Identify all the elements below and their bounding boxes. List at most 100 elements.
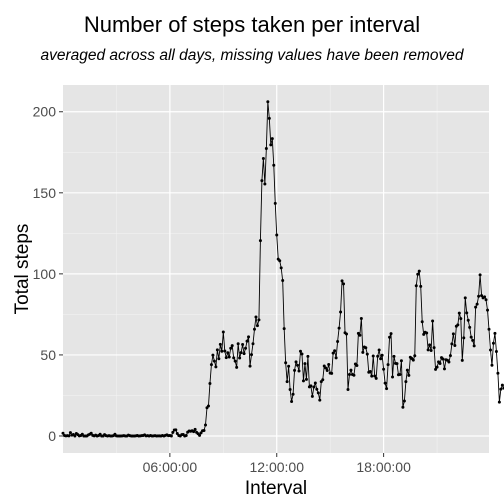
data-point	[494, 350, 498, 354]
data-point	[365, 352, 369, 356]
data-point	[316, 391, 320, 395]
chart-title: Number of steps taken per interval	[83, 12, 421, 37]
data-point	[401, 405, 405, 409]
data-point	[67, 434, 71, 438]
data-point	[322, 364, 326, 368]
data-point	[413, 354, 417, 358]
data-point	[290, 399, 294, 403]
data-point	[61, 431, 65, 435]
data-point	[266, 100, 270, 104]
data-point	[497, 400, 501, 404]
data-point	[261, 156, 265, 160]
data-point	[273, 201, 277, 205]
x-tick-label: 06:00:00	[143, 459, 198, 475]
data-point	[199, 431, 203, 435]
data-point	[303, 362, 307, 366]
data-point	[488, 348, 492, 352]
data-point	[206, 404, 210, 408]
data-point	[451, 332, 455, 336]
data-point	[318, 398, 322, 402]
data-point	[279, 266, 283, 270]
data-point	[291, 392, 295, 396]
y-tick-label: 150	[33, 185, 57, 201]
data-point	[368, 369, 372, 373]
data-point	[480, 294, 484, 298]
data-point	[438, 362, 442, 366]
data-point	[382, 367, 386, 371]
data-point	[392, 354, 396, 358]
data-point	[468, 325, 472, 329]
data-point	[247, 335, 251, 339]
data-point	[174, 428, 178, 432]
data-point	[404, 380, 408, 384]
data-point	[383, 381, 387, 385]
data-point	[287, 364, 291, 368]
data-point	[278, 259, 282, 263]
data-point	[429, 349, 433, 353]
data-point	[379, 357, 383, 361]
data-point	[209, 363, 213, 367]
data-point	[330, 371, 334, 375]
data-point	[460, 358, 464, 362]
data-point	[395, 362, 399, 366]
x-tick-label: 12:00:00	[249, 459, 304, 475]
data-point	[89, 431, 93, 435]
data-point	[198, 433, 202, 437]
data-point	[211, 353, 215, 357]
data-point	[388, 335, 392, 339]
y-tick-label: 200	[33, 104, 57, 120]
data-point	[193, 427, 197, 431]
data-point	[192, 430, 196, 434]
data-point	[407, 373, 411, 377]
data-point	[483, 295, 487, 299]
axis-ticks	[59, 111, 385, 457]
data-point	[349, 368, 353, 372]
data-point	[214, 365, 218, 369]
data-point	[462, 336, 466, 340]
y-tick-label: 100	[33, 266, 57, 282]
data-point	[420, 320, 424, 324]
data-point	[218, 342, 222, 346]
data-point	[260, 179, 264, 183]
data-point	[272, 163, 276, 167]
data-point	[434, 367, 438, 371]
data-point	[402, 399, 406, 403]
x-tick-label: 18:00:00	[356, 459, 411, 475]
data-point	[361, 350, 365, 354]
data-point	[245, 339, 249, 343]
y-tick-label: 50	[40, 347, 56, 363]
data-point	[296, 363, 300, 367]
data-point	[223, 349, 227, 353]
data-point	[331, 351, 335, 355]
data-point	[355, 363, 359, 367]
data-point	[432, 346, 436, 350]
data-point	[414, 284, 418, 288]
data-point	[342, 282, 346, 286]
data-point	[486, 308, 490, 312]
data-point	[241, 343, 245, 347]
data-point	[236, 342, 240, 346]
data-point	[389, 332, 393, 336]
data-point	[457, 311, 461, 315]
data-point	[337, 326, 341, 330]
data-point	[171, 430, 175, 434]
series-layer	[61, 100, 504, 438]
data-point	[496, 371, 500, 375]
data-point	[252, 327, 256, 331]
data-point	[426, 348, 430, 352]
data-point	[212, 359, 216, 363]
data-point	[471, 338, 475, 342]
data-point	[315, 387, 319, 391]
data-point	[484, 298, 488, 302]
data-point	[227, 355, 231, 359]
data-point	[425, 331, 429, 335]
data-point	[487, 327, 491, 331]
data-point	[321, 378, 325, 382]
data-point	[327, 362, 331, 366]
data-point	[347, 373, 351, 377]
data-point	[184, 433, 188, 437]
data-point	[269, 143, 273, 147]
minor-gridlines	[63, 85, 489, 453]
data-point	[313, 381, 317, 385]
data-point	[358, 333, 362, 337]
